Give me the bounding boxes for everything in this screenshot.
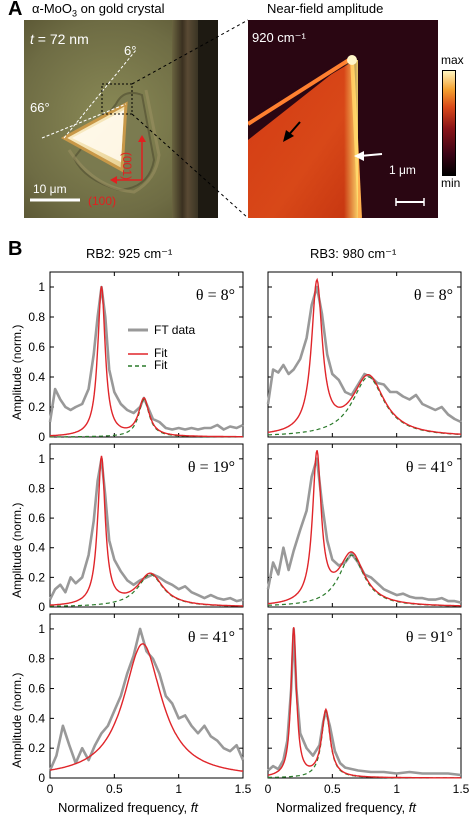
ytick-label-4-1: 0.2	[28, 741, 45, 755]
zoom-box	[101, 83, 133, 115]
arrowhead-100	[110, 176, 117, 184]
axis-100-label: (100)	[88, 194, 117, 208]
panel-a-right-title: Near-field amplitude	[267, 1, 384, 16]
ytick-label-0-2: 0.4	[28, 370, 45, 384]
wavenumber-label: 920 cm⁻¹	[252, 30, 306, 45]
thickness-label: t = 72 nm	[30, 31, 89, 47]
black-arrow	[283, 130, 294, 142]
white-arrow	[354, 151, 364, 161]
fit-total-line-3	[267, 450, 461, 607]
ytick-label-0-5: 1	[38, 280, 45, 294]
ytick-label-2-1: 0.2	[28, 570, 45, 584]
scalebar-1um-label: 1 μm	[389, 163, 416, 177]
thickness-value: = 72 nm	[33, 31, 89, 47]
colorbar	[442, 70, 456, 176]
ytick-label-2-5: 1	[38, 452, 45, 466]
fit-total-line-0	[49, 286, 243, 438]
ytick-label-4-0: 0	[38, 771, 45, 785]
legend-ft-label: FT data	[154, 323, 196, 337]
ytick-label-4-3: 0.6	[28, 682, 45, 696]
plot-frame-0	[49, 271, 244, 438]
col2-title: RB3: 980 cm⁻¹	[310, 246, 397, 261]
ytick-label-4-5: 1	[38, 622, 45, 636]
xtick-label-4-2: 1	[175, 782, 182, 796]
near-field-overlay	[283, 121, 425, 206]
xtick-label-4-1: 0.5	[106, 782, 123, 796]
ft-data-line-1	[266, 285, 462, 424]
ytick-label-0-4: 0.8	[28, 310, 45, 324]
ytick-label-2-2: 0.4	[28, 541, 45, 555]
arrowhead-001	[138, 135, 146, 142]
fit-secondary-line-5	[268, 709, 461, 779]
xtick-label-5-0: 0	[265, 782, 272, 796]
colorbar-min-label: min	[441, 176, 461, 190]
zoom-connector-lines	[131, 19, 249, 219]
xlabel-col1: Normalized frequency, ft	[58, 800, 198, 815]
col1-title: RB2: 925 cm⁻¹	[86, 246, 173, 261]
optical-overlay	[30, 49, 146, 202]
ytick-label-2-3: 0.6	[28, 511, 45, 525]
xtick-label-4-0: 0	[47, 782, 54, 796]
xlabel-col2-var: ft	[408, 800, 416, 815]
xtick-label-5-3: 1.5	[453, 782, 470, 796]
ytick-label-4-4: 0.8	[28, 652, 45, 666]
fit-secondary-line-1	[267, 376, 461, 436]
ytick-label-4-2: 0.4	[28, 711, 45, 725]
ft-data-line-4	[48, 627, 245, 772]
ft-data-line-2	[48, 457, 244, 603]
theta-annotation-4: θ = 41°	[188, 629, 235, 646]
plot-frame-2	[49, 443, 244, 608]
ylabel-row2: Amplitude (norm.)	[10, 502, 24, 598]
theta-annotation-1: θ = 8°	[414, 287, 453, 304]
plot-frame-4	[49, 613, 244, 779]
xtick-label-5-2: 1	[393, 782, 400, 796]
title-text-post: on gold crystal	[77, 1, 165, 16]
theta-annotation-0: θ = 8°	[196, 287, 235, 304]
edge-line-6deg	[63, 49, 137, 139]
scalebar-10um-label: 10 μm	[33, 182, 67, 196]
legend-fit2-label: Fit	[154, 358, 168, 372]
angle-6-label: 6°	[124, 43, 137, 58]
theta-annotation-3: θ = 41°	[406, 459, 453, 476]
theta-annotation-2: θ = 19°	[188, 459, 235, 476]
title-text-pre: α-MoO	[32, 1, 73, 16]
ylabel-row1: Amplitude (norm.)	[10, 324, 24, 420]
ytick-label-0-3: 0.6	[28, 340, 45, 354]
xlabel-col1-text: Normalized frequency,	[58, 800, 191, 815]
plot-frame-3	[267, 443, 462, 608]
xtick-label-5-1: 0.5	[324, 782, 341, 796]
edge-line-66deg	[41, 103, 127, 139]
plot-frame-5	[267, 613, 462, 779]
optical-micrograph	[24, 20, 218, 218]
ytick-label-0-0: 0	[38, 430, 45, 444]
plot-frame-1	[267, 271, 462, 438]
ytick-label-2-0: 0	[38, 600, 45, 614]
fit-total-line-1	[267, 277, 461, 435]
legend-fit-label: Fit	[154, 346, 168, 360]
xlabel-col2-text: Normalized frequency,	[276, 800, 409, 815]
xlabel-col2: Normalized frequency, ft	[276, 800, 416, 815]
theta-annotation-5: θ = 91°	[406, 629, 453, 646]
fit-total-line-5	[267, 627, 461, 779]
ytick-label-2-4: 0.8	[28, 481, 45, 495]
colorbar-max-label: max	[441, 53, 464, 67]
fit-total-line-2	[50, 455, 243, 607]
title-subscript: 3	[72, 8, 78, 19]
angle-66-label: 66°	[30, 100, 50, 115]
ft-data-line-3	[266, 457, 462, 604]
optical-micrograph-image	[24, 20, 218, 218]
thickness-var: t	[30, 31, 34, 47]
ytick-label-0-1: 0.2	[28, 400, 45, 414]
panel-a-letter: A	[8, 0, 23, 20]
panel-b-letter: B	[8, 238, 23, 260]
near-field-image	[248, 20, 438, 218]
panel-a-left-title: α-MoO3 on gold crystal	[32, 1, 164, 19]
legend-swatches	[128, 328, 148, 367]
fit-total-line-4	[49, 643, 244, 772]
near-field-image-map	[248, 20, 438, 218]
xlabel-col1-var: ft	[190, 800, 198, 815]
xtick-label-4-3: 1.5	[235, 782, 252, 796]
ylabel-row3: Amplitude (norm.)	[10, 672, 24, 768]
